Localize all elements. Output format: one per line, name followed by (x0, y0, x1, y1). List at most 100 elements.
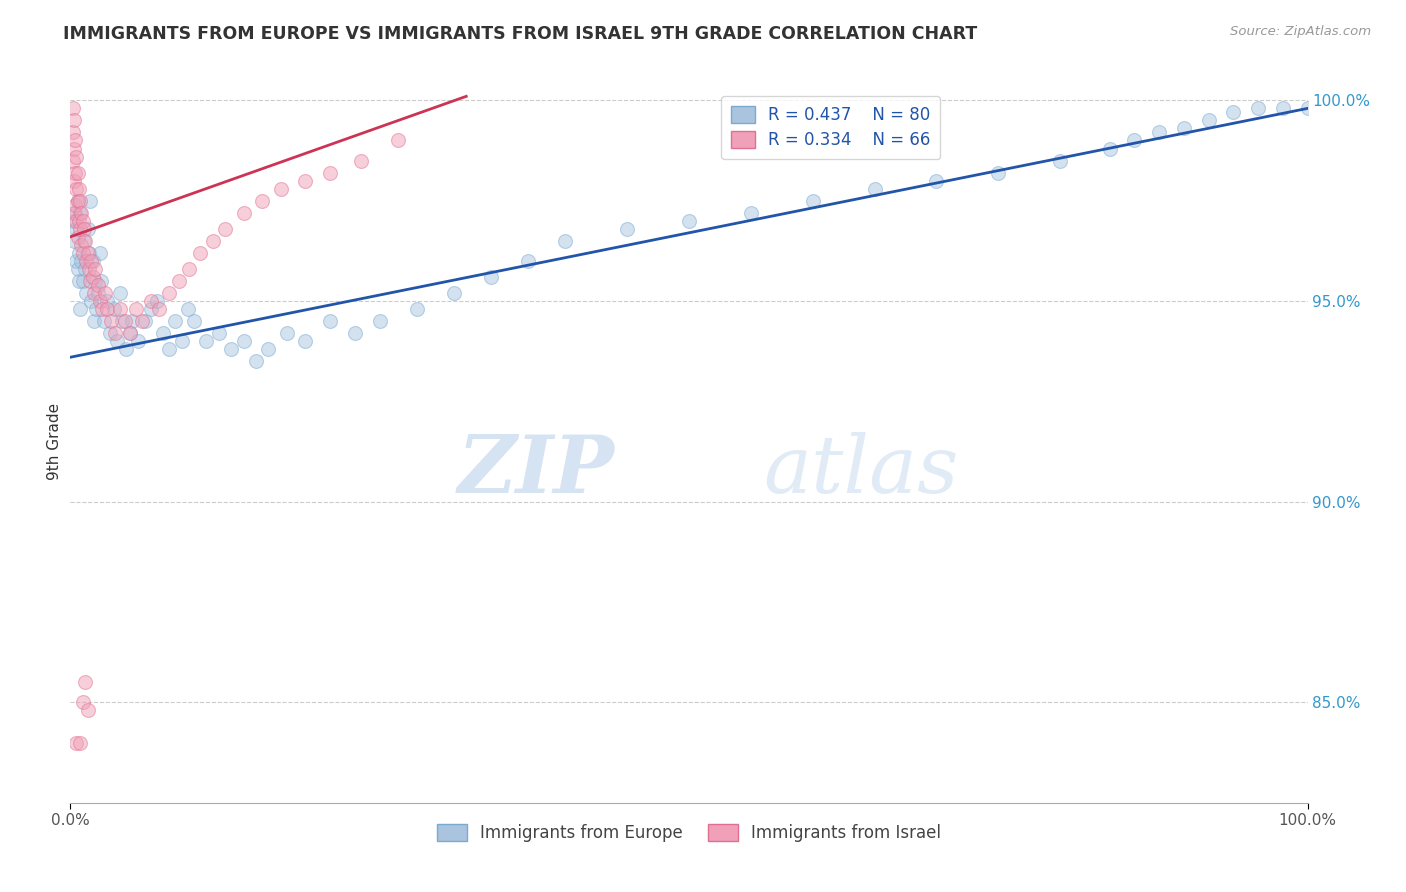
Point (70, 206, 93, 220)
Point (70, 238, 93, 252)
Point (1173, 121, 1195, 136)
Point (76, 704, 98, 718)
Point (77, 262, 100, 277)
Point (75, 675, 97, 690)
Point (157, 286, 180, 301)
Point (65, 165, 87, 179)
Point (111, 314, 134, 328)
Point (177, 301, 200, 317)
Point (75, 286, 97, 301)
Point (65, 213, 87, 227)
Point (84, 274, 107, 288)
Point (188, 246, 211, 260)
Point (250, 194, 273, 208)
Point (63, 113, 86, 128)
Point (75, 262, 97, 277)
Point (73, 234, 96, 248)
Text: IMMIGRANTS FROM EUROPE VS IMMIGRANTS FROM ISRAEL 9TH GRADE CORRELATION CHART: IMMIGRANTS FROM EUROPE VS IMMIGRANTS FRO… (63, 25, 977, 43)
Point (76, 222, 98, 236)
Point (118, 326, 141, 341)
Point (678, 213, 700, 227)
Point (65, 206, 87, 220)
Point (294, 334, 316, 349)
Point (69, 222, 91, 236)
Point (69, 206, 91, 220)
Point (63, 174, 86, 188)
Point (96, 294, 118, 309)
Point (1247, 101, 1270, 115)
Point (90, 274, 112, 288)
Point (65, 736, 87, 750)
Text: atlas: atlas (763, 432, 959, 509)
Point (66, 194, 89, 208)
Point (115, 343, 138, 357)
Point (925, 174, 948, 188)
Point (67, 246, 90, 260)
Point (139, 301, 162, 317)
Point (108, 286, 131, 301)
Point (75, 254, 97, 268)
Point (84, 301, 107, 317)
Point (96, 301, 118, 317)
Point (443, 286, 465, 301)
Point (103, 301, 125, 317)
Point (65, 197, 87, 211)
Point (63, 142, 86, 156)
Point (1271, 101, 1294, 115)
Point (517, 254, 540, 268)
Point (232, 334, 254, 349)
Point (94, 286, 117, 301)
Point (319, 314, 342, 328)
Point (405, 301, 427, 317)
Point (125, 301, 148, 317)
Point (131, 314, 153, 328)
Point (65, 181, 87, 195)
Point (319, 165, 342, 179)
Point (72, 213, 94, 227)
Point (1049, 153, 1071, 168)
Point (195, 334, 218, 349)
Point (167, 274, 190, 288)
Y-axis label: 9th Grade: 9th Grade (46, 403, 62, 480)
Point (82, 254, 104, 268)
Point (67, 181, 90, 195)
Point (93, 314, 115, 328)
Point (70, 254, 93, 268)
Point (72, 274, 94, 288)
Point (139, 294, 162, 309)
Point (1198, 113, 1220, 128)
Point (86, 278, 108, 293)
Point (219, 343, 242, 357)
Point (1123, 133, 1146, 147)
Point (63, 234, 86, 248)
Point (201, 234, 224, 248)
Point (1098, 142, 1121, 156)
Point (69, 301, 91, 317)
Point (98, 326, 121, 341)
Point (343, 326, 366, 341)
Point (66, 194, 89, 208)
Point (987, 165, 1010, 179)
Point (214, 222, 236, 236)
Point (65, 254, 87, 268)
Point (148, 301, 170, 317)
Point (79, 194, 101, 208)
Point (368, 314, 391, 328)
Point (170, 334, 193, 349)
Point (1147, 125, 1170, 139)
Point (479, 270, 502, 285)
Point (114, 314, 136, 328)
Point (146, 294, 169, 309)
Point (165, 314, 187, 328)
Point (82, 270, 104, 285)
Point (118, 326, 141, 341)
Point (177, 262, 200, 277)
Text: Source: ZipAtlas.com: Source: ZipAtlas.com (1230, 25, 1371, 38)
Point (72, 246, 94, 260)
Point (62, 213, 84, 227)
Point (77, 246, 100, 260)
Point (232, 206, 254, 220)
Point (108, 301, 131, 317)
Point (1296, 101, 1319, 115)
Point (134, 314, 156, 328)
